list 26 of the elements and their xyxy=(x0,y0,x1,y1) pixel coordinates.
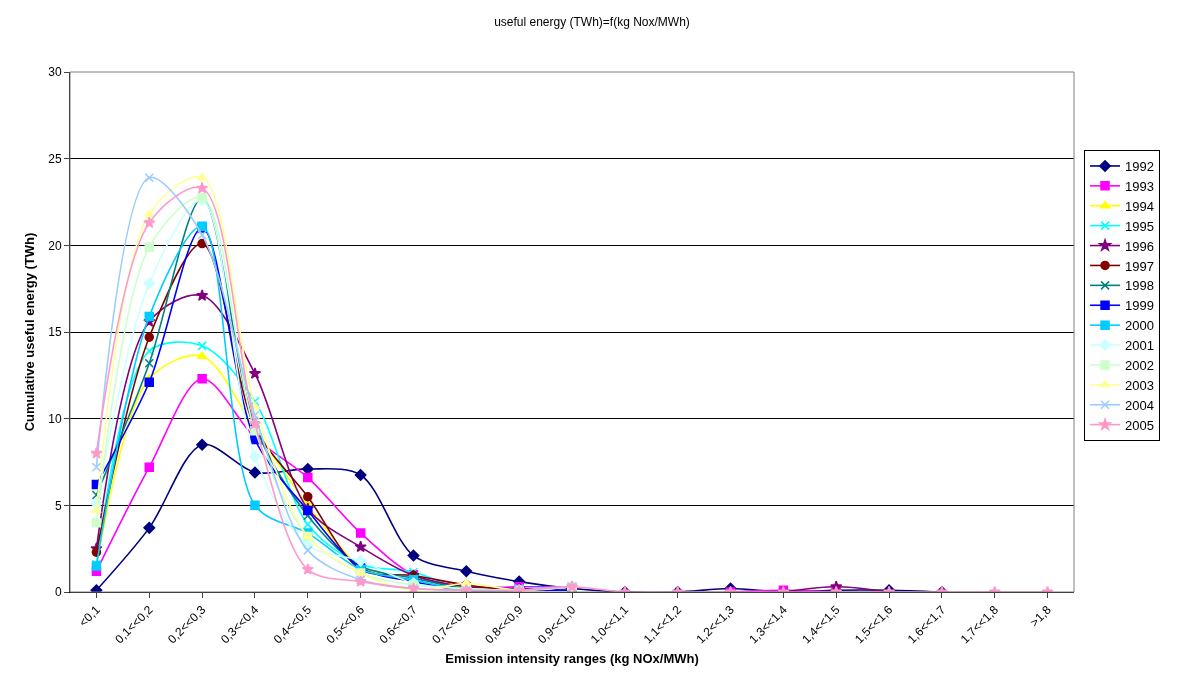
legend-label: 2000 xyxy=(1125,318,1154,334)
x-tick-label: <0,1 xyxy=(76,602,103,630)
y-axis-title: Cumulative useful energy (TWh) xyxy=(22,232,37,432)
x-axis-title: Emission intensity ranges (kg NOx/MWh) xyxy=(445,650,699,666)
y-tick-label: 10 xyxy=(48,411,62,426)
y-tick-label: 30 xyxy=(48,65,62,80)
chart-title: useful energy (TWh)=f(kg Nox/MWh) xyxy=(494,14,690,29)
legend-label: 1996 xyxy=(1125,238,1154,254)
legend-label: 1994 xyxy=(1125,198,1154,214)
legend-label: 2004 xyxy=(1125,397,1154,413)
legend-label: 2002 xyxy=(1125,358,1154,374)
legend-label: 1992 xyxy=(1125,159,1154,175)
y-tick-label: 25 xyxy=(48,151,62,166)
legend-label: 1997 xyxy=(1125,258,1154,274)
y-tick-label: 15 xyxy=(48,325,62,340)
y-tick-label: 20 xyxy=(48,238,62,253)
y-tick-label: 5 xyxy=(54,498,62,513)
y-tick-label: 0 xyxy=(54,585,62,600)
legend-label: 1998 xyxy=(1125,278,1154,294)
x-tick-label: >1,8 xyxy=(1027,602,1055,630)
legend-label: 1995 xyxy=(1125,218,1154,234)
legend-label: 1999 xyxy=(1125,298,1154,314)
legend-label: 2003 xyxy=(1125,377,1154,393)
legend-label: 2005 xyxy=(1125,417,1154,433)
legend-label: 1993 xyxy=(1125,178,1154,194)
legend-label: 2001 xyxy=(1125,338,1154,354)
